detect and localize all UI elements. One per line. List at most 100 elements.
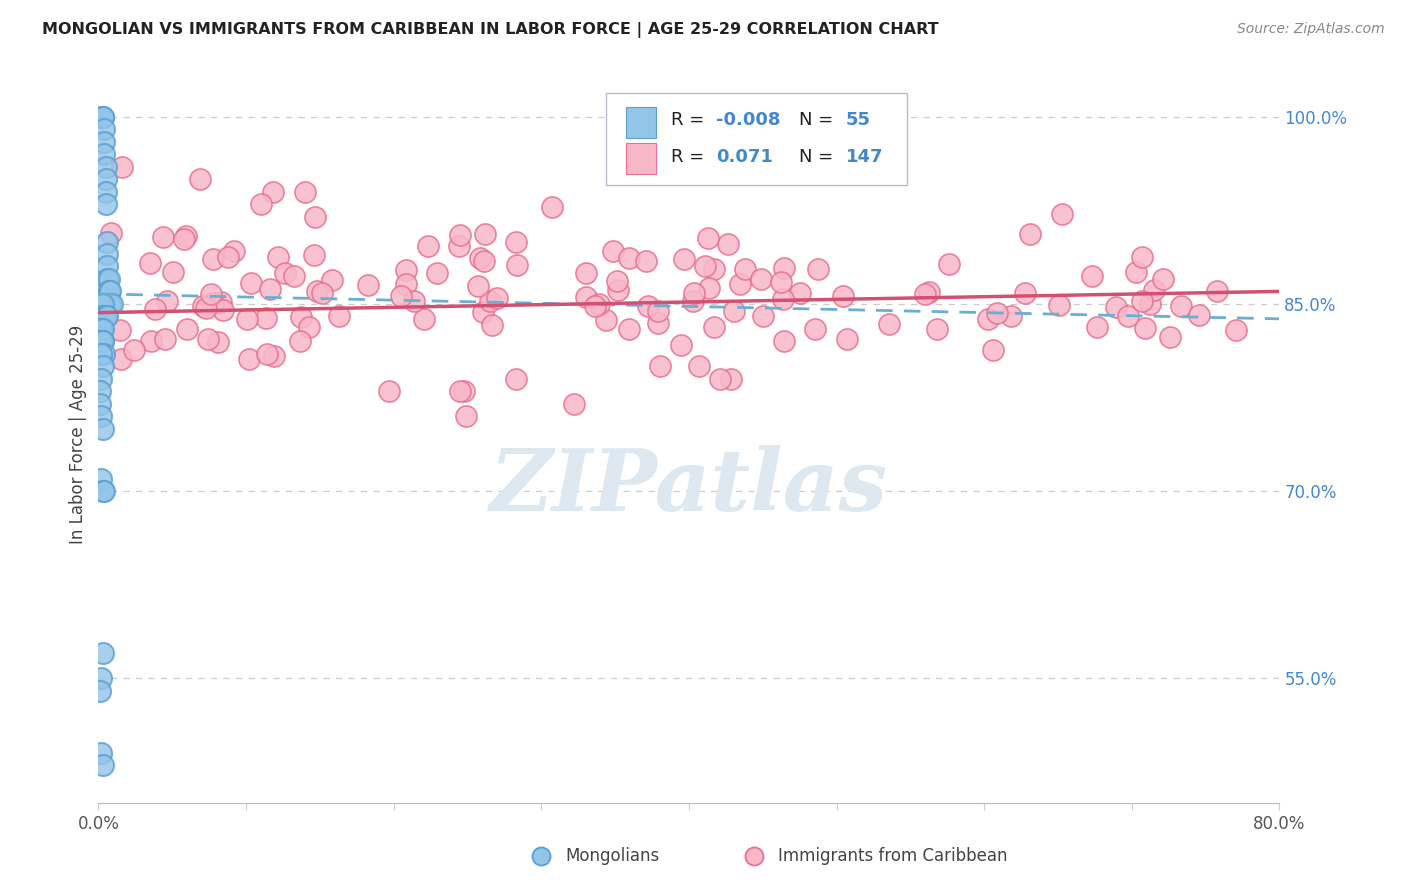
Point [156,294,179,309]
Point [426,266,449,280]
Point [1188,308,1211,322]
Point [191,299,214,313]
Point [505,372,527,386]
Point [505,235,527,249]
Point [90,372,112,386]
Point [90,322,112,336]
Point [90,471,112,485]
Point [90,110,112,124]
Point [468,252,491,266]
Point [575,290,598,304]
Point [914,287,936,301]
Text: MONGOLIAN VS IMMIGRANTS FROM CARIBBEAN IN LABOR FORCE | AGE 25-29 CORRELATION CH: MONGOLIAN VS IMMIGRANTS FROM CARIBBEAN I… [42,22,939,38]
Point [602,244,624,259]
Point [290,310,312,324]
Point [356,278,378,293]
Point [619,252,641,266]
Bar [626,107,655,138]
Point [637,299,659,313]
Point [98,297,121,311]
Point [703,319,725,334]
Bar [626,143,655,174]
Point [472,305,495,319]
Point [1152,272,1174,286]
Point [207,335,229,350]
Point [682,286,704,301]
Point [176,322,198,336]
Point [803,322,825,336]
Point [89,322,111,336]
Point [90,671,112,685]
Point [91,483,114,498]
Point [94,172,117,186]
Point [1050,207,1073,221]
Point [93,347,115,361]
Point [981,343,1004,357]
Point [728,277,751,292]
Point [100,297,122,311]
Point [89,334,111,349]
Point [94,160,117,174]
Point [328,309,350,323]
Point [1125,264,1147,278]
Point [321,272,343,286]
Point [673,252,696,267]
Point [717,237,740,252]
Point [162,265,184,279]
Point [90,334,112,349]
Point [93,147,115,161]
Point [918,285,941,299]
Point [224,244,246,259]
Point [89,397,111,411]
Point [636,253,658,268]
Point [93,483,115,498]
Point [449,384,471,399]
Point [91,110,114,124]
Point [91,297,114,311]
Point [91,646,114,660]
Point [835,332,858,346]
Point [267,250,290,264]
Point [506,259,529,273]
Text: 147: 147 [846,148,883,166]
Point [93,310,115,324]
Point [302,247,325,261]
Point [583,299,606,313]
Point [93,135,115,149]
Point [1143,284,1166,298]
Point [262,185,284,199]
Point [647,316,669,330]
Point [606,274,628,288]
Point [90,297,112,311]
Point [456,409,478,424]
Point [96,310,118,324]
Point [90,297,112,311]
Point [1139,297,1161,311]
Point [97,285,120,299]
Point [1019,227,1042,241]
Point [111,160,134,174]
Point [752,309,775,323]
Point [925,322,948,336]
Point [474,227,496,241]
Point [249,197,271,211]
Point [938,257,960,271]
Point [188,172,211,186]
Point [97,285,120,299]
Point [153,332,176,346]
Point [1225,323,1247,337]
Point [91,310,114,324]
Point [789,285,811,300]
Point [1116,310,1139,324]
Point [1047,298,1070,312]
Point [481,318,503,332]
Point [1104,300,1126,314]
Point [1170,299,1192,313]
Text: R =: R = [671,111,710,128]
Point [682,294,704,309]
Point [693,260,716,274]
Point [174,229,197,244]
Point [479,293,502,308]
Point [254,310,277,325]
Point [986,306,1008,320]
